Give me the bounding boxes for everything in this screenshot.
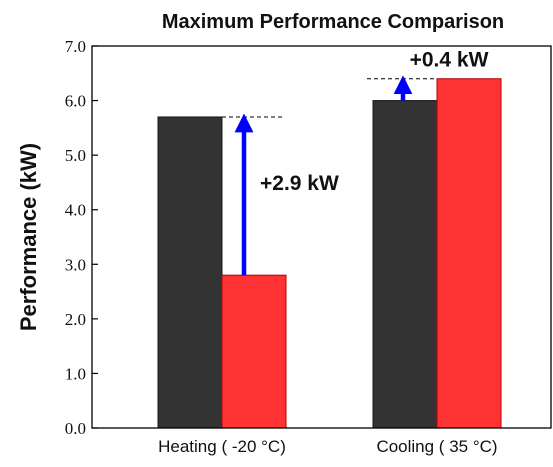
bar-series-2-cooling bbox=[436, 78, 502, 429]
y-tick-label: 5.0 bbox=[65, 146, 86, 165]
y-axis-ticks: 0.0 1.0 2.0 3.0 4.0 5.0 6.0 7.0 bbox=[65, 37, 98, 438]
bar-series-2-heating bbox=[221, 274, 287, 429]
annotations: +2.9 kW +0.4 kW bbox=[222, 49, 489, 276]
y-tick-label: 0.0 bbox=[65, 419, 86, 438]
x-axis-ticks: Heating ( -20 °C) Cooling ( 35 °C) bbox=[158, 437, 497, 456]
y-tick-label: 6.0 bbox=[65, 92, 86, 111]
bars bbox=[157, 78, 502, 429]
x-tick-label: Heating ( -20 °C) bbox=[158, 437, 286, 456]
y-tick-label: 2.0 bbox=[65, 310, 86, 329]
x-tick-label: Cooling ( 35 °C) bbox=[376, 437, 497, 456]
y-tick-label: 1.0 bbox=[65, 364, 86, 383]
bar-series-1-heating bbox=[157, 116, 223, 429]
difference-label: +2.9 kW bbox=[260, 172, 339, 195]
chart-title: Maximum Performance Comparison bbox=[162, 11, 504, 33]
plot-frame bbox=[91, 45, 552, 429]
difference-label: +0.4 kW bbox=[410, 49, 489, 72]
y-axis-label: Performance (kW) bbox=[16, 143, 41, 331]
y-tick-label: 7.0 bbox=[65, 37, 86, 56]
y-tick-label: 3.0 bbox=[65, 255, 86, 274]
bar-series-1-cooling bbox=[372, 100, 438, 429]
y-tick-label: 4.0 bbox=[65, 201, 86, 220]
